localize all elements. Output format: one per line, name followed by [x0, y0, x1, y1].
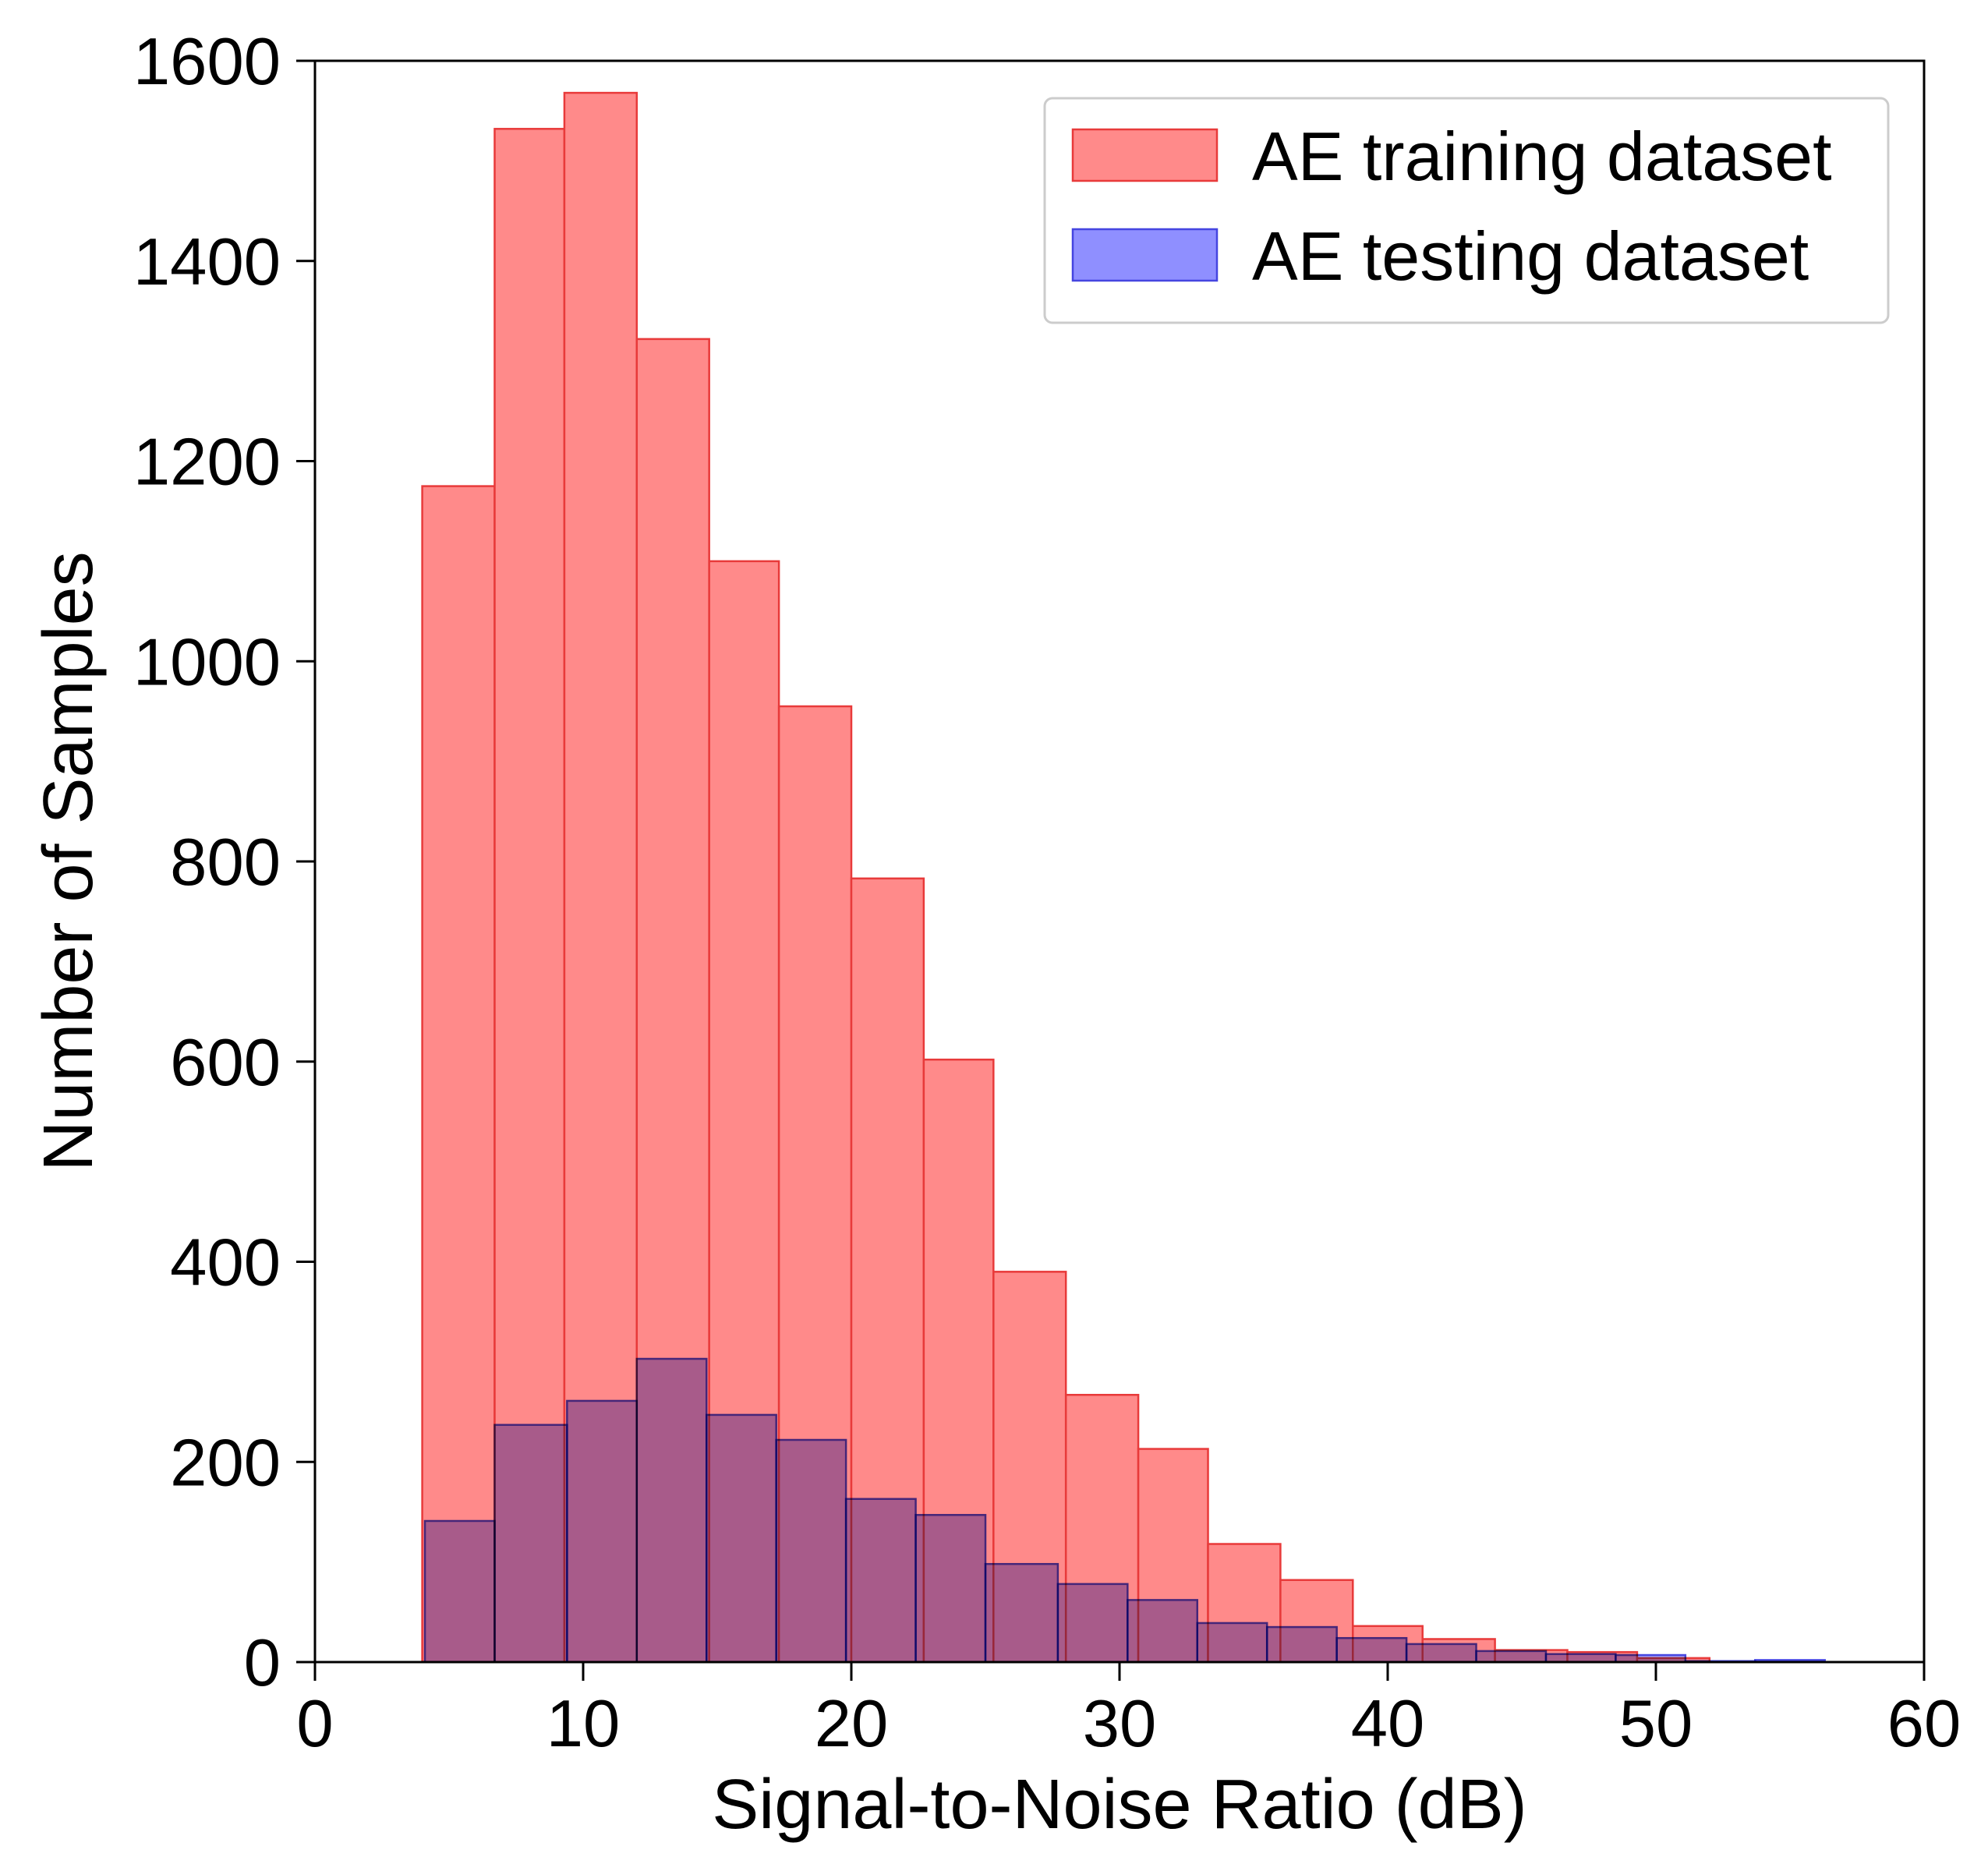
legend: AE training dataset AE testing dataset — [1043, 97, 1890, 324]
legend-swatch-training — [1071, 128, 1219, 182]
histogram-bar — [1405, 1643, 1477, 1664]
histogram-bar — [984, 1562, 1059, 1664]
y-tick-label: 600 — [170, 1026, 281, 1100]
histogram-bar — [566, 1399, 638, 1664]
x-tick-label: 40 — [1351, 1687, 1425, 1761]
y-tick-label: 1200 — [133, 426, 281, 500]
x-tick-label: 20 — [815, 1687, 889, 1761]
y-axis-label: Number of Samples — [30, 551, 108, 1171]
x-tick-label: 10 — [547, 1687, 621, 1761]
y-tick-label: 0 — [244, 1626, 281, 1700]
x-tick-label: 30 — [1083, 1687, 1157, 1761]
y-tick-label: 1000 — [133, 625, 281, 699]
x-axis-label: Signal-to-Noise Ratio (dB) — [712, 1766, 1526, 1844]
x-tick-label: 60 — [1887, 1687, 1961, 1761]
legend-swatch-testing — [1071, 228, 1219, 282]
x-tick-label: 0 — [296, 1687, 333, 1761]
y-tick-label: 800 — [170, 826, 281, 900]
y-tick-label: 1600 — [133, 25, 281, 99]
series-testing — [423, 1357, 1826, 1664]
histogram-bar — [423, 1519, 496, 1664]
axes-layer: 0 10 20 30 40 50 60020040060080010001200140016… — [133, 25, 1961, 1761]
y-tick-label: 400 — [170, 1226, 281, 1300]
y-tick-label: 1400 — [133, 225, 281, 299]
bars-layer — [421, 91, 1826, 1664]
histogram-bar — [1475, 1650, 1548, 1664]
histogram-bar — [844, 1498, 917, 1664]
histogram-bar — [914, 1514, 987, 1664]
x-tick-label: 50 — [1619, 1687, 1693, 1761]
histogram-bar — [421, 485, 496, 1664]
legend-box — [1043, 97, 1890, 324]
histogram-bar — [1265, 1625, 1338, 1664]
legend-label-testing: AE testing dataset — [1252, 218, 1809, 295]
histogram-bar — [1196, 1622, 1268, 1664]
histogram-bar — [1335, 1636, 1408, 1664]
histogram-bar — [1127, 1599, 1199, 1664]
legend-label-training: AE training dataset — [1252, 118, 1832, 195]
histogram-bar — [493, 128, 566, 1664]
histogram-bar — [705, 1413, 777, 1664]
histogram-bar — [635, 1357, 708, 1664]
y-tick-label: 200 — [170, 1426, 281, 1500]
histogram-bar — [1544, 1653, 1617, 1664]
histogram-bar — [493, 1424, 568, 1664]
histogram-bar — [775, 1438, 847, 1664]
histogram-bar — [1056, 1583, 1129, 1664]
